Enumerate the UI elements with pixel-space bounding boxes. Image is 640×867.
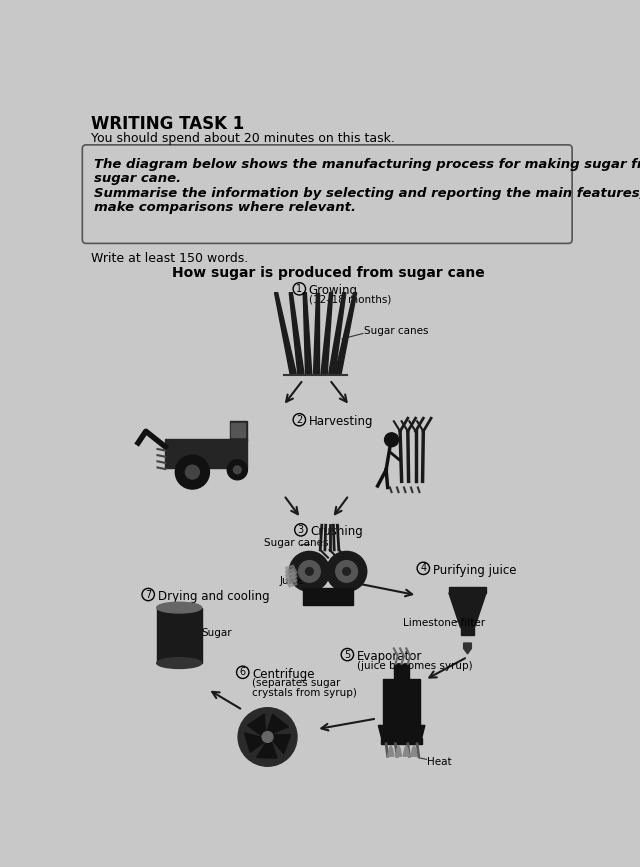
Text: Harvesting: Harvesting xyxy=(308,415,373,428)
Bar xyxy=(230,421,246,440)
Polygon shape xyxy=(289,293,304,374)
Text: Sugar: Sugar xyxy=(202,628,232,637)
Circle shape xyxy=(298,561,320,583)
Text: 3: 3 xyxy=(298,525,304,535)
Circle shape xyxy=(262,732,273,742)
Polygon shape xyxy=(396,746,402,756)
Bar xyxy=(461,628,474,636)
Polygon shape xyxy=(449,593,486,628)
Polygon shape xyxy=(303,293,312,374)
Polygon shape xyxy=(335,293,356,374)
Bar xyxy=(231,423,245,437)
Polygon shape xyxy=(285,565,297,576)
Text: Centrifuge: Centrifuge xyxy=(252,668,314,681)
Text: 5: 5 xyxy=(344,649,351,660)
Text: 4: 4 xyxy=(420,564,426,573)
Circle shape xyxy=(385,433,399,447)
Polygon shape xyxy=(378,726,425,738)
Polygon shape xyxy=(271,734,291,753)
Circle shape xyxy=(238,707,297,766)
Circle shape xyxy=(227,460,248,479)
Polygon shape xyxy=(321,293,333,374)
Text: WRITING TASK 1: WRITING TASK 1 xyxy=(91,114,244,133)
Text: Sugar canes: Sugar canes xyxy=(364,326,429,336)
Text: You should spend about 20 minutes on this task.: You should spend about 20 minutes on thi… xyxy=(91,132,395,145)
Text: Purifying juice: Purifying juice xyxy=(433,564,516,577)
Circle shape xyxy=(186,466,199,479)
Text: Crushing: Crushing xyxy=(310,525,363,538)
Text: (juice becomes syrup): (juice becomes syrup) xyxy=(356,661,472,671)
Circle shape xyxy=(289,551,330,591)
Text: 6: 6 xyxy=(240,668,246,677)
Polygon shape xyxy=(257,740,277,758)
Text: 7: 7 xyxy=(145,590,151,599)
Bar xyxy=(303,589,353,605)
Circle shape xyxy=(343,568,351,576)
Text: Evaporator: Evaporator xyxy=(356,650,422,663)
Polygon shape xyxy=(285,569,297,579)
Polygon shape xyxy=(248,714,266,736)
Bar xyxy=(383,679,420,726)
Polygon shape xyxy=(275,293,296,374)
Text: 1: 1 xyxy=(296,284,302,294)
Text: Summarise the information by selecting and reporting the main features, and: Summarise the information by selecting a… xyxy=(94,187,640,200)
Polygon shape xyxy=(285,573,297,583)
Text: The diagram below shows the manufacturing process for making sugar from: The diagram below shows the manufacturin… xyxy=(94,158,640,171)
Text: Limestone filter: Limestone filter xyxy=(403,618,485,629)
Polygon shape xyxy=(463,643,472,654)
Bar xyxy=(381,738,422,744)
Circle shape xyxy=(175,455,209,489)
Text: make comparisons where relevant.: make comparisons where relevant. xyxy=(94,201,356,214)
Circle shape xyxy=(336,561,358,583)
Text: How sugar is produced from sugar cane: How sugar is produced from sugar cane xyxy=(172,266,484,280)
Polygon shape xyxy=(388,746,394,756)
Text: sugar cane.: sugar cane. xyxy=(94,172,181,185)
Text: Sugar canes: Sugar canes xyxy=(264,538,328,548)
Text: Juice: Juice xyxy=(280,576,305,586)
Polygon shape xyxy=(403,746,410,756)
Polygon shape xyxy=(285,577,297,587)
Polygon shape xyxy=(267,714,289,733)
Text: Heat: Heat xyxy=(428,757,452,767)
Bar xyxy=(394,664,410,679)
Text: crystals from syrup): crystals from syrup) xyxy=(252,688,357,698)
Text: (separates sugar: (separates sugar xyxy=(252,679,340,688)
Text: Growing: Growing xyxy=(308,284,358,297)
Ellipse shape xyxy=(157,603,202,613)
Polygon shape xyxy=(411,746,417,756)
Circle shape xyxy=(305,568,313,576)
Ellipse shape xyxy=(157,658,202,668)
Polygon shape xyxy=(329,293,346,374)
Polygon shape xyxy=(313,293,319,374)
Circle shape xyxy=(326,551,367,591)
Circle shape xyxy=(234,466,241,473)
Polygon shape xyxy=(244,733,266,753)
Text: Write at least 150 words.: Write at least 150 words. xyxy=(91,252,248,265)
Bar xyxy=(165,439,246,468)
Bar xyxy=(157,608,202,663)
Text: Drying and cooling: Drying and cooling xyxy=(157,590,269,603)
Text: 2: 2 xyxy=(296,414,303,425)
Bar xyxy=(449,587,486,593)
Text: (12–18 months): (12–18 months) xyxy=(308,294,391,304)
FancyBboxPatch shape xyxy=(83,145,572,244)
